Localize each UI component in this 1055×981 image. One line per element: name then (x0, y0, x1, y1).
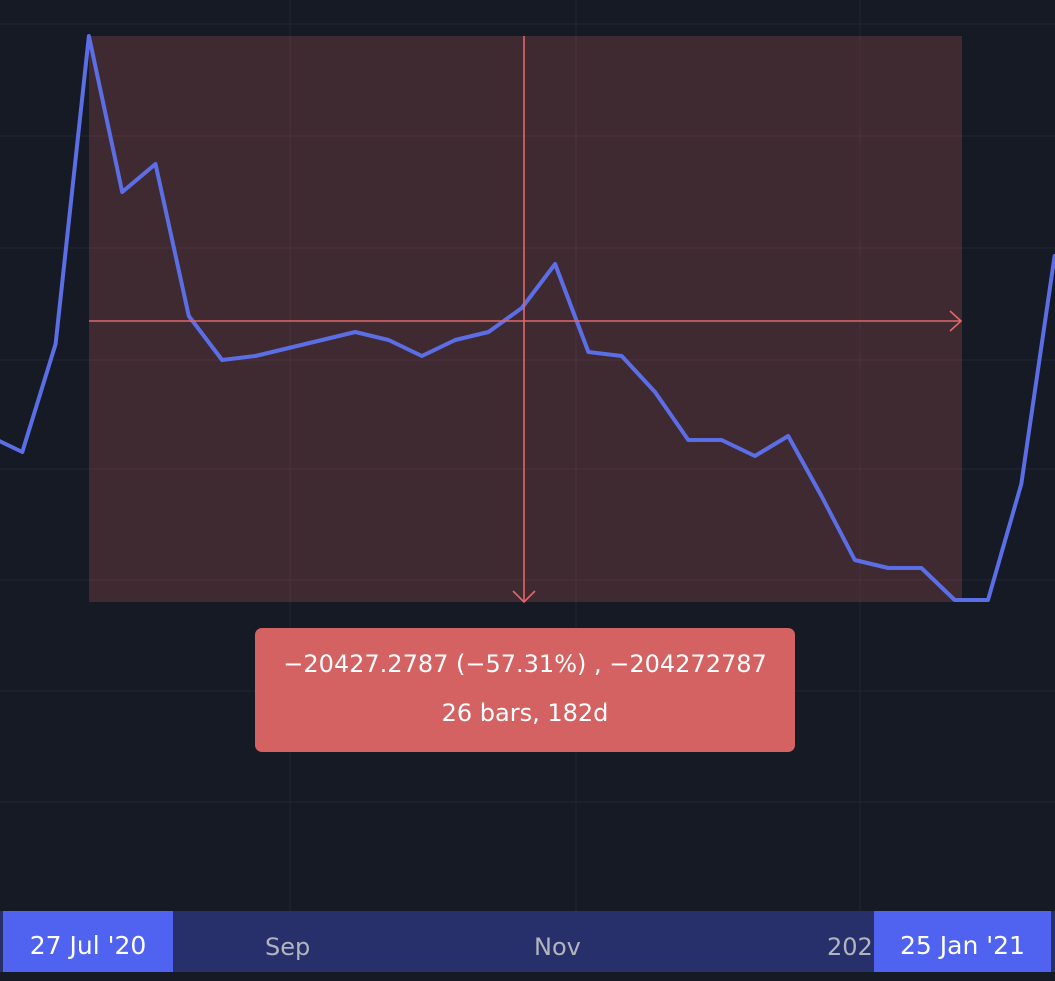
series-point (320, 338, 324, 342)
x-tick-label: Nov (534, 922, 581, 972)
start-date-badge[interactable]: 27 Jul '20 (3, 911, 173, 972)
series-point (686, 438, 690, 442)
series-point (653, 390, 657, 394)
series-point (786, 434, 790, 438)
series-point (487, 330, 491, 334)
series-point (87, 34, 91, 38)
x-tick-label: Sep (265, 922, 310, 972)
series-point (953, 598, 957, 602)
series-point (1019, 482, 1023, 486)
series-point (220, 358, 224, 362)
series-point (353, 330, 357, 334)
series-point (54, 342, 58, 346)
series-point (154, 162, 158, 166)
measure-change-text: −20427.2787 (−57.31%) , −204272787 (255, 650, 795, 678)
end-date-badge[interactable]: 25 Jan '21 (874, 911, 1051, 972)
series-point (886, 566, 890, 570)
measure-span-text: 26 bars, 182d (255, 699, 795, 727)
series-point (253, 354, 257, 358)
series-point (420, 354, 424, 358)
series-point (287, 346, 291, 350)
series-point (986, 598, 990, 602)
series-point (20, 450, 24, 454)
series-point (620, 354, 624, 358)
series-point (453, 338, 457, 342)
series-point (387, 338, 391, 342)
series-point (720, 438, 724, 442)
series-point (553, 262, 557, 266)
series-point (120, 190, 124, 194)
series-point (187, 314, 191, 318)
series-point (753, 454, 757, 458)
series-point (820, 494, 824, 498)
series-point (853, 558, 857, 562)
series-point (586, 350, 590, 354)
measure-info-box: −20427.2787 (−57.31%) , −204272787 26 ba… (255, 628, 795, 752)
series-point (919, 566, 923, 570)
